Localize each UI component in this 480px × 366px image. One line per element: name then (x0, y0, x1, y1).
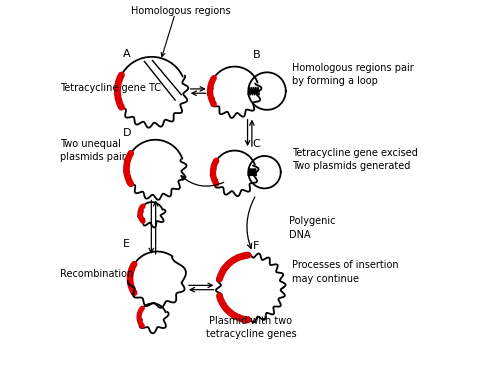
Text: Homologous regions pair
by forming a loop: Homologous regions pair by forming a loo… (292, 63, 414, 86)
Text: Two unequal
plasmids pair: Two unequal plasmids pair (60, 139, 126, 162)
Text: Plasmid with two
tetracycline genes: Plasmid with two tetracycline genes (205, 315, 296, 339)
Text: F: F (252, 241, 259, 251)
Text: A: A (123, 49, 131, 59)
Text: Polygenic
DNA: Polygenic DNA (288, 216, 335, 240)
Text: Tetracycline gene TC: Tetracycline gene TC (60, 83, 161, 93)
Text: B: B (252, 51, 260, 60)
Text: Tetracycline gene excised
Two plasmids generated: Tetracycline gene excised Two plasmids g… (292, 148, 418, 171)
Text: Homologous regions: Homologous regions (131, 6, 230, 16)
Text: Processes of insertion
may continue: Processes of insertion may continue (292, 261, 399, 284)
Text: E: E (123, 239, 130, 249)
Text: Recombination: Recombination (60, 269, 134, 279)
Text: D: D (123, 128, 132, 138)
Text: C: C (252, 139, 260, 149)
